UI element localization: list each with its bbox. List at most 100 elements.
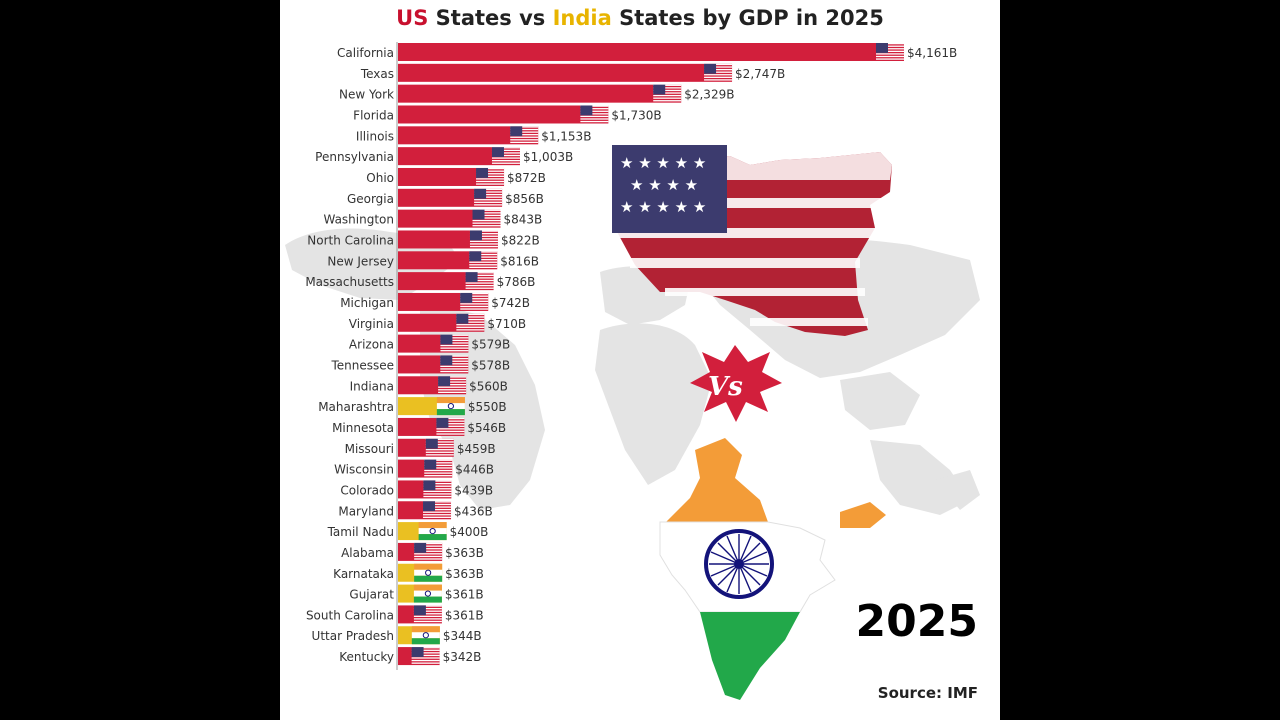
svg-text:Vs: Vs bbox=[708, 372, 743, 402]
bar-3 bbox=[398, 105, 609, 124]
us-flag-icon-22 bbox=[423, 501, 452, 518]
india-flag-icon-28 bbox=[411, 626, 440, 645]
value-label-29: $342B bbox=[443, 650, 482, 664]
value-label-6: $872B bbox=[507, 171, 546, 185]
svg-text:★ ★ ★ ★ ★: ★ ★ ★ ★ ★ bbox=[620, 154, 706, 172]
category-label-16: Indiana bbox=[350, 379, 394, 393]
category-label-26: Gujarat bbox=[349, 588, 394, 602]
value-label-23: $400B bbox=[450, 525, 489, 539]
value-label-27: $361B bbox=[445, 608, 484, 622]
us-flag-icon-20 bbox=[424, 459, 453, 477]
year-label: 2025 bbox=[855, 596, 978, 647]
category-label-15: Tennessee bbox=[330, 358, 394, 372]
bar-4 bbox=[398, 126, 539, 145]
category-label-9: North Carolina bbox=[307, 233, 394, 247]
us-flag-icon-24 bbox=[414, 542, 443, 560]
svg-text:★ ★ ★ ★: ★ ★ ★ ★ bbox=[630, 176, 698, 194]
value-label-10: $816B bbox=[500, 254, 539, 268]
value-label-22: $436B bbox=[454, 504, 493, 518]
value-label-18: $546B bbox=[467, 421, 506, 435]
value-label-11: $786B bbox=[497, 275, 536, 289]
bar-5 bbox=[398, 147, 520, 166]
category-label-19: Missouri bbox=[345, 442, 394, 456]
category-label-21: Colorado bbox=[340, 483, 394, 497]
category-label-27: South Carolina bbox=[306, 608, 394, 622]
category-label-6: Ohio bbox=[366, 171, 394, 185]
us-flag-icon-8 bbox=[472, 209, 501, 227]
category-label-23: Tamil Nadu bbox=[327, 525, 394, 539]
value-label-16: $560B bbox=[469, 379, 508, 393]
us-flag-icon-10 bbox=[469, 251, 498, 269]
category-label-17: Maharashtra bbox=[318, 400, 394, 414]
bar-2 bbox=[398, 84, 682, 103]
category-label-2: New York bbox=[339, 88, 394, 102]
us-flag-icon-18 bbox=[436, 417, 465, 435]
value-label-4: $1,153B bbox=[541, 129, 591, 143]
category-label-24: Alabama bbox=[341, 546, 394, 560]
us-flag-icon-7 bbox=[474, 188, 503, 206]
title-rest: States by GDP in 2025 bbox=[611, 6, 884, 30]
value-label-17: $550B bbox=[468, 400, 507, 414]
value-label-12: $742B bbox=[491, 296, 530, 310]
category-label-22: Maryland bbox=[338, 504, 394, 518]
category-label-20: Wisconsin bbox=[334, 463, 394, 477]
value-label-20: $446B bbox=[455, 463, 494, 477]
value-label-28: $344B bbox=[443, 629, 482, 643]
category-label-7: Georgia bbox=[347, 192, 394, 206]
category-label-28: Uttar Pradesh bbox=[312, 629, 394, 643]
title-mid: States vs bbox=[428, 6, 553, 30]
value-label-15: $578B bbox=[471, 358, 510, 372]
us-flag-icon-12 bbox=[460, 292, 489, 310]
bar-0 bbox=[398, 43, 904, 61]
category-label-25: Karnataka bbox=[333, 567, 394, 581]
background-art: ★ ★ ★ ★ ★ ★ ★ ★ ★ ★ ★ ★ ★ ★ Vs bbox=[285, 145, 980, 700]
us-flag-icon-16 bbox=[438, 376, 467, 393]
category-label-4: Illinois bbox=[356, 129, 394, 143]
india-flag-icon-26 bbox=[413, 584, 442, 603]
value-label-25: $363B bbox=[445, 567, 484, 581]
india-flag-icon-23 bbox=[418, 522, 447, 541]
source-label: Source: IMF bbox=[877, 684, 978, 702]
value-label-0: $4,161B bbox=[907, 46, 957, 60]
title-us: US bbox=[396, 6, 429, 30]
india-flag-map-icon bbox=[659, 438, 886, 700]
value-label-21: $439B bbox=[454, 483, 493, 497]
us-flag-icon-3 bbox=[580, 105, 609, 123]
bar-1 bbox=[398, 63, 733, 82]
bar-chart: California $4,161B Texas $2,747B New York $2,… bbox=[305, 42, 957, 670]
us-flag-icon-19 bbox=[425, 438, 454, 456]
us-flag-icon-13 bbox=[456, 313, 485, 331]
versus-burst-icon: Vs bbox=[690, 345, 782, 422]
value-label-1: $2,747B bbox=[735, 67, 785, 81]
title-india: India bbox=[552, 6, 612, 30]
value-label-8: $843B bbox=[504, 213, 543, 227]
us-flag-icon-5 bbox=[491, 147, 520, 164]
value-label-26: $361B bbox=[445, 588, 484, 602]
us-flag-icon-4 bbox=[510, 126, 539, 144]
category-label-12: Michigan bbox=[340, 296, 394, 310]
us-flag-icon-6 bbox=[476, 167, 505, 185]
category-label-18: Minnesota bbox=[332, 421, 394, 435]
category-label-5: Pennsylvania bbox=[315, 150, 394, 164]
value-label-3: $1,730B bbox=[611, 108, 661, 122]
bars-group: California $4,161B Texas $2,747B New York $2,… bbox=[305, 43, 957, 666]
category-label-1: Texas bbox=[360, 67, 394, 81]
india-flag-icon-17 bbox=[436, 397, 465, 416]
category-label-14: Arizona bbox=[349, 338, 394, 352]
category-label-8: Washington bbox=[323, 213, 394, 227]
category-label-29: Kentucky bbox=[339, 650, 394, 664]
us-flag-icon-2 bbox=[653, 84, 682, 102]
value-label-7: $856B bbox=[505, 192, 544, 206]
value-label-14: $579B bbox=[471, 338, 510, 352]
category-label-13: Virginia bbox=[349, 317, 394, 331]
us-flag-icon-1 bbox=[704, 63, 733, 81]
value-label-19: $459B bbox=[457, 442, 496, 456]
us-flag-icon-9 bbox=[469, 230, 498, 248]
value-label-13: $710B bbox=[487, 317, 526, 331]
india-flag-icon-25 bbox=[414, 563, 443, 582]
category-label-11: Massachusetts bbox=[305, 275, 394, 289]
us-flag-icon-27 bbox=[413, 605, 442, 623]
us-flag-icon-29 bbox=[411, 647, 440, 664]
value-label-9: $822B bbox=[501, 233, 540, 247]
category-label-0: California bbox=[337, 46, 394, 60]
